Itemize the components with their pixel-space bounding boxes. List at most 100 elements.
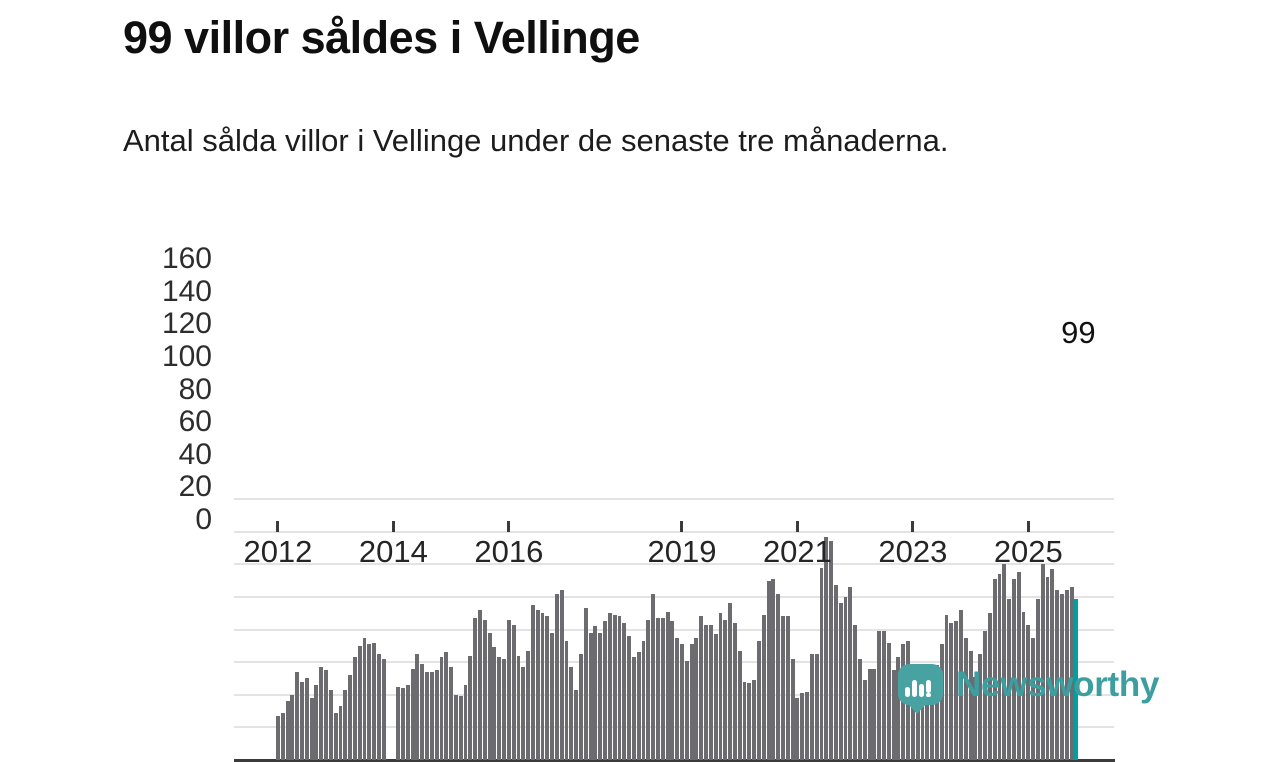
bar: [324, 670, 328, 760]
bar: [593, 626, 598, 760]
bar: [944, 614, 949, 760]
bar: [309, 698, 314, 760]
bar: [410, 668, 415, 760]
bar: [415, 653, 420, 760]
y-tick-label: 20: [178, 470, 212, 504]
bar: [463, 684, 468, 760]
bar: [631, 657, 636, 760]
bar: [858, 658, 862, 760]
bar: [713, 634, 718, 760]
bar: [771, 578, 776, 760]
bar: [877, 631, 882, 760]
bar: [776, 593, 781, 760]
bar: [304, 678, 309, 760]
mini-bars-glyph: [905, 679, 931, 697]
bar: [617, 616, 622, 760]
bar: [809, 653, 814, 760]
bar: [651, 593, 656, 760]
bar: [290, 694, 295, 760]
bar: [1060, 593, 1064, 760]
y-tick-label: 160: [161, 242, 212, 275]
exclamation-glyph: [926, 679, 931, 697]
bar: [655, 618, 660, 760]
bar: [795, 698, 800, 760]
bar: [689, 644, 694, 760]
bar: [1002, 564, 1007, 760]
x-tick-label: 2019: [647, 534, 717, 569]
bar: [314, 684, 319, 760]
bar: [896, 657, 901, 760]
bar: [285, 701, 290, 760]
bar: [992, 578, 997, 760]
bar: [295, 671, 300, 760]
bar: [574, 689, 579, 760]
bar: [276, 715, 280, 760]
bar: [694, 637, 699, 760]
bar: [627, 636, 632, 760]
bar: [497, 657, 502, 760]
bar: [1040, 564, 1045, 760]
bar: [530, 605, 535, 760]
bar: [723, 619, 728, 760]
bar: [367, 644, 372, 760]
bar: [352, 657, 357, 760]
bar: [511, 624, 516, 760]
bar: [728, 603, 733, 760]
bar: [458, 696, 463, 760]
bar: [612, 614, 617, 760]
bar: [468, 655, 473, 760]
bar: [934, 665, 939, 760]
highlighted-bar: [1074, 598, 1079, 760]
bar: [1035, 598, 1040, 760]
chart-subtitle: Antal sålda villor i Vellinge under de s…: [123, 123, 949, 158]
y-tick-label: 120: [161, 307, 212, 341]
bar: [872, 668, 877, 760]
bar: [622, 622, 627, 760]
bar: [838, 603, 843, 760]
newsworthy-logo: Newsworthy: [898, 664, 1160, 714]
bar: [540, 613, 545, 760]
bar: [420, 663, 425, 760]
y-tick-label: 60: [178, 405, 212, 439]
bar: [636, 652, 641, 760]
bar: [781, 616, 785, 760]
bar: [684, 660, 689, 760]
bar: [381, 658, 386, 760]
bar: [1011, 578, 1016, 760]
bar: [660, 618, 665, 760]
gridline: [234, 563, 1114, 566]
bar: [343, 689, 348, 760]
bar: [434, 670, 439, 760]
bar: [405, 684, 410, 760]
bar: [362, 637, 367, 760]
bar: [848, 587, 853, 760]
bar: [699, 616, 704, 760]
bar: [502, 658, 506, 760]
bar: [300, 681, 304, 760]
x-axis-tick: [276, 521, 280, 532]
bar: [550, 632, 555, 760]
logo-wordmark: Newsworthy: [956, 664, 1160, 704]
bar: [603, 621, 607, 760]
gridline: [234, 498, 1114, 500]
y-tick-label: 80: [178, 372, 212, 406]
bar: [449, 667, 454, 760]
y-tick-label: 0: [195, 503, 212, 536]
bar: [665, 611, 670, 760]
bar: [319, 667, 324, 760]
bar: [997, 574, 1002, 760]
bar: [675, 637, 680, 760]
bar: [987, 613, 992, 760]
gridline: [234, 595, 1114, 598]
gridline: [234, 530, 1114, 533]
bar: [891, 670, 896, 760]
bar: [516, 655, 521, 760]
bar: [824, 536, 829, 760]
bar: [882, 631, 886, 760]
bar: [348, 675, 353, 760]
bar: [357, 645, 362, 760]
bar: [338, 706, 343, 760]
bar: [482, 619, 487, 760]
y-tick-label: 140: [161, 274, 212, 308]
bar: [819, 567, 824, 760]
